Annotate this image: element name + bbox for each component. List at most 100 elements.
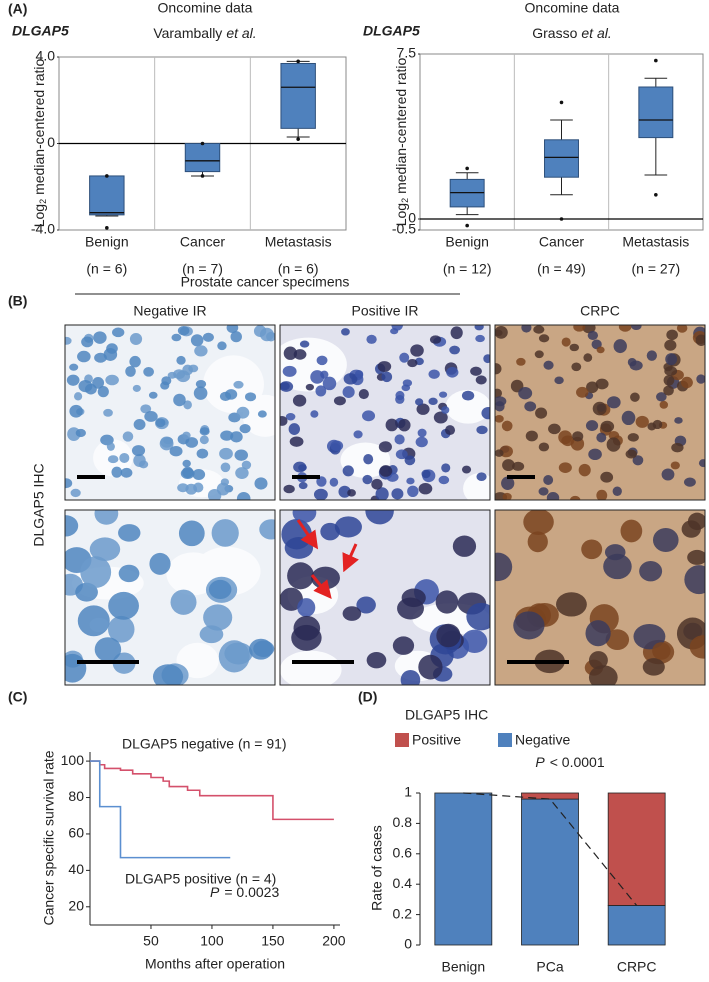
cell-nucleus bbox=[81, 336, 94, 348]
cell-nucleus bbox=[586, 381, 599, 394]
cell-nucleus bbox=[353, 430, 363, 439]
cell-nucleus bbox=[502, 459, 515, 472]
cell-nucleus bbox=[120, 467, 133, 478]
scale-bar bbox=[292, 475, 320, 479]
cell-nucleus bbox=[561, 435, 575, 447]
micrograph-border bbox=[494, 324, 706, 501]
study-name: Varambally bbox=[153, 25, 222, 41]
cell-nucleus bbox=[378, 441, 392, 453]
scale-bar bbox=[77, 475, 105, 479]
cell-nucleus bbox=[122, 431, 134, 442]
cell-nucleus bbox=[410, 344, 424, 357]
p-value: P = 0.0023 bbox=[210, 884, 279, 900]
arrow bbox=[342, 543, 359, 573]
cell-nucleus bbox=[287, 562, 314, 590]
bar-segment bbox=[607, 792, 666, 906]
cell-nucleus bbox=[607, 396, 621, 409]
source-label: Oncomine data bbox=[525, 0, 620, 16]
cell-nucleus bbox=[89, 537, 121, 562]
cell-nucleus bbox=[521, 325, 532, 333]
y-tick-label: 60 bbox=[68, 825, 84, 841]
cell-nucleus bbox=[652, 527, 679, 553]
cell-nucleus bbox=[392, 636, 415, 655]
cell-nucleus bbox=[107, 615, 135, 643]
y-axis-label: Rate of cases bbox=[369, 825, 385, 911]
scale-bar bbox=[507, 660, 569, 664]
cell-nucleus bbox=[284, 537, 314, 559]
count-label: (n = 6) bbox=[86, 261, 127, 277]
cell-nucleus bbox=[65, 515, 79, 537]
cell-nucleus bbox=[461, 629, 488, 654]
cell-nucleus bbox=[112, 327, 125, 338]
micrograph-content bbox=[495, 510, 705, 685]
cell-nucleus bbox=[476, 472, 487, 482]
cell-nucleus bbox=[293, 461, 307, 473]
cell-nucleus bbox=[415, 398, 424, 406]
cell-nucleus bbox=[257, 410, 267, 418]
cell-nucleus bbox=[280, 415, 288, 426]
cell-nucleus bbox=[495, 325, 508, 339]
cell-nucleus bbox=[182, 431, 191, 440]
cell-nucleus bbox=[334, 516, 362, 538]
trend-line bbox=[463, 792, 638, 906]
micrograph bbox=[279, 324, 491, 501]
cell-nucleus bbox=[495, 415, 504, 423]
cell-nucleus bbox=[627, 357, 637, 367]
cell-nucleus bbox=[381, 371, 393, 383]
legend-swatch bbox=[498, 733, 512, 747]
cell-nucleus bbox=[502, 492, 512, 500]
cell-nucleus bbox=[241, 460, 252, 470]
cell-nucleus bbox=[475, 375, 487, 385]
cell-nucleus bbox=[415, 436, 428, 448]
cell-nucleus bbox=[495, 388, 502, 398]
cell-nucleus bbox=[199, 435, 209, 445]
cell-nucleus bbox=[585, 620, 611, 647]
cell-nucleus bbox=[193, 386, 208, 400]
legend-label: Positive bbox=[412, 732, 461, 748]
cell-nucleus bbox=[684, 565, 705, 595]
cell-nucleus bbox=[305, 383, 314, 391]
cell-nucleus bbox=[652, 642, 671, 660]
cell-nucleus bbox=[543, 475, 554, 486]
cell-nucleus bbox=[512, 461, 525, 471]
cell-nucleus bbox=[161, 376, 172, 386]
cell-nucleus bbox=[111, 466, 123, 478]
cell-nucleus bbox=[177, 325, 190, 336]
cell-nucleus bbox=[483, 354, 490, 364]
cell-nucleus bbox=[656, 392, 667, 402]
y-label-text: median-centered ratio bbox=[393, 58, 409, 194]
box bbox=[184, 143, 221, 173]
cell-nucleus bbox=[297, 598, 316, 617]
legend-swatch bbox=[395, 733, 409, 747]
cell-nucleus bbox=[570, 495, 581, 500]
plot-frame bbox=[419, 53, 704, 231]
flier bbox=[200, 141, 205, 146]
cell-nucleus bbox=[298, 482, 308, 490]
cell-nucleus bbox=[218, 640, 250, 673]
cell-nucleus bbox=[160, 436, 174, 448]
cell-nucleus bbox=[152, 664, 184, 685]
cell-nucleus bbox=[398, 418, 411, 432]
cell-nucleus bbox=[148, 391, 158, 399]
cell-nucleus bbox=[239, 424, 251, 434]
micrograph-content bbox=[495, 325, 705, 500]
x-tick-label: 200 bbox=[322, 933, 346, 949]
cell-nucleus bbox=[293, 615, 321, 641]
cell-nucleus bbox=[103, 408, 113, 417]
y-axis-label: Log2 median-centered ratio bbox=[393, 58, 411, 227]
cell-nucleus bbox=[69, 363, 79, 371]
cell-nucleus bbox=[535, 407, 548, 419]
cell-nucleus bbox=[671, 442, 684, 453]
source-label: Oncomine data bbox=[158, 0, 253, 16]
flier bbox=[559, 100, 564, 105]
cell-nucleus bbox=[362, 410, 376, 422]
cell-nucleus bbox=[310, 410, 319, 418]
legend-label: Negative bbox=[515, 732, 570, 748]
cell-nucleus bbox=[77, 350, 91, 363]
cell-nucleus bbox=[173, 393, 186, 407]
box bbox=[280, 62, 316, 129]
cell-nucleus bbox=[188, 364, 199, 373]
cell-nucleus bbox=[342, 606, 362, 621]
y-tick-label: -0.5 bbox=[392, 221, 416, 237]
survival-curve bbox=[90, 760, 231, 859]
